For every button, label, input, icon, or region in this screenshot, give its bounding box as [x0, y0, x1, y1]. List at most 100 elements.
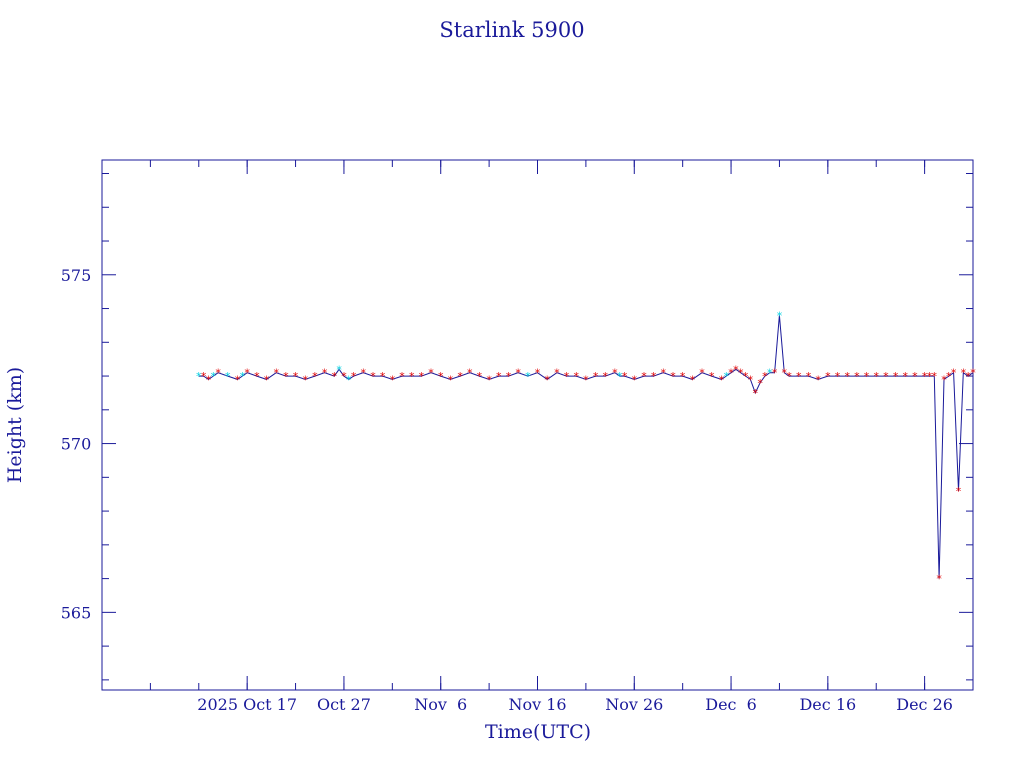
- data-point: *: [506, 370, 512, 383]
- data-point: *: [428, 367, 434, 380]
- data-point: *: [893, 370, 899, 383]
- data-point: *: [777, 309, 783, 322]
- data-point: *: [370, 370, 376, 383]
- data-point: *: [709, 370, 715, 383]
- data-point: *: [806, 370, 812, 383]
- data-point: *: [293, 370, 299, 383]
- data-point: *: [922, 370, 928, 383]
- x-tick-label: Oct 27: [317, 695, 371, 714]
- data-point: *: [235, 373, 241, 386]
- y-axis-label: Height (km): [4, 367, 26, 483]
- data-point: *: [728, 367, 734, 380]
- axis-tick-labels: 2025 Oct 17 Oct 27 Nov 6 Nov 16 Nov 26 Dec 6 D…: [61, 266, 953, 714]
- data-point: *: [346, 373, 352, 386]
- data-point: *: [641, 370, 647, 383]
- data-point: *: [448, 373, 454, 386]
- chart-title: Starlink 5900: [439, 18, 584, 42]
- data-point: *: [864, 370, 870, 383]
- data-point: *: [835, 370, 841, 383]
- data-point: *: [225, 370, 231, 383]
- data-point: *: [583, 373, 589, 386]
- data-point: *: [457, 370, 463, 383]
- x-tick-label: 2025 Oct 17: [197, 695, 297, 714]
- data-point: *: [351, 370, 357, 383]
- data-point: *: [786, 370, 792, 383]
- data-point: *: [932, 370, 938, 383]
- data-point: *: [617, 370, 623, 383]
- data-point: *: [762, 370, 768, 383]
- data-point: *: [825, 370, 831, 383]
- series-line: [198, 315, 974, 579]
- data-point: *: [748, 373, 754, 386]
- data-point: *: [903, 370, 909, 383]
- data-point: *: [477, 370, 483, 383]
- data-point: *: [661, 367, 667, 380]
- data-point: *: [302, 373, 308, 386]
- data-point: *: [680, 370, 686, 383]
- data-point: *: [699, 367, 705, 380]
- data-point: *: [690, 373, 696, 386]
- data-point: *: [544, 373, 550, 386]
- data-point: *: [486, 373, 492, 386]
- data-point: *: [564, 370, 570, 383]
- data-point: *: [753, 387, 759, 400]
- data-point: *: [670, 370, 676, 383]
- data-point: *: [738, 367, 744, 380]
- data-point: *: [215, 367, 221, 380]
- data-point: *: [970, 367, 976, 380]
- data-point: *: [341, 370, 347, 383]
- data-point: *: [782, 367, 788, 380]
- data-point: *: [936, 573, 942, 586]
- data-point: *: [772, 367, 778, 380]
- data-point: *: [496, 370, 502, 383]
- data-point: *: [743, 370, 749, 383]
- data-point: *: [525, 370, 531, 383]
- data-point: *: [390, 373, 396, 386]
- data-point: *: [593, 370, 599, 383]
- data-point: *: [244, 367, 250, 380]
- y-tick-label: 565: [61, 603, 92, 622]
- data-point: *: [632, 373, 638, 386]
- data-point: *: [322, 367, 328, 380]
- data-point: *: [723, 370, 729, 383]
- data-point: *: [951, 367, 957, 380]
- data-point: *: [733, 363, 739, 376]
- plot-frame: [101, 159, 974, 691]
- data-point: *: [515, 367, 521, 380]
- data-point: *: [796, 370, 802, 383]
- x-axis-label: Time(UTC): [485, 721, 591, 743]
- data-point: *: [854, 370, 860, 383]
- data-point: *: [844, 370, 850, 383]
- data-point: *: [264, 373, 270, 386]
- data-point: *: [467, 367, 473, 380]
- data-point: *: [961, 367, 967, 380]
- data-point: *: [399, 370, 405, 383]
- x-tick-label: Dec 26: [896, 695, 953, 714]
- data-point: *: [927, 370, 933, 383]
- y-tick-label: 575: [61, 266, 92, 285]
- data-point: *: [211, 370, 217, 383]
- data-point: *: [535, 367, 541, 380]
- data-point: *: [196, 370, 202, 383]
- data-point: *: [941, 373, 947, 386]
- data-point: *: [206, 373, 212, 386]
- data-point: *: [602, 370, 608, 383]
- data-point: *: [419, 370, 425, 383]
- data-point: *: [956, 485, 962, 498]
- data-point: *: [719, 373, 725, 386]
- data-point: *: [767, 367, 773, 380]
- data-point: *: [409, 370, 415, 383]
- data-point: *: [651, 370, 657, 383]
- data-point: *: [336, 363, 342, 376]
- data-markers: * * * * * * * * * * ** * * * * * *** * * * * * * * * * * * * * * * * * * * *…: [196, 309, 976, 585]
- data-point: *: [946, 370, 952, 383]
- data-point: *: [380, 370, 386, 383]
- x-tick-label: Nov 6: [414, 695, 467, 714]
- data-point: *: [332, 370, 338, 383]
- data-point: *: [201, 370, 207, 383]
- data-point: *: [912, 370, 918, 383]
- data-point: *: [573, 370, 579, 383]
- data-point: *: [361, 367, 367, 380]
- data-point: *: [240, 370, 246, 383]
